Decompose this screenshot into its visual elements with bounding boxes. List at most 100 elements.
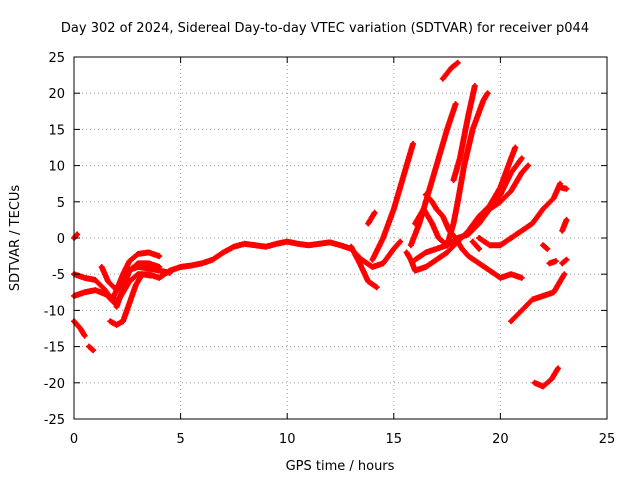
data-point bbox=[472, 83, 478, 89]
data-point bbox=[391, 206, 396, 212]
data-point bbox=[508, 319, 514, 324]
series-s17 bbox=[444, 90, 491, 249]
data-point bbox=[338, 243, 343, 248]
data-point bbox=[366, 221, 371, 226]
data-point bbox=[487, 268, 492, 273]
data-point bbox=[427, 185, 433, 190]
data-point bbox=[221, 250, 226, 255]
data-point bbox=[408, 148, 414, 154]
data-point bbox=[470, 127, 475, 132]
series-s9 bbox=[348, 243, 380, 291]
data-point bbox=[327, 240, 333, 245]
data-point bbox=[274, 241, 279, 246]
data-point bbox=[412, 257, 418, 262]
data-point bbox=[404, 250, 409, 255]
data-point bbox=[553, 258, 559, 264]
series-s21 bbox=[476, 180, 564, 249]
data-point bbox=[105, 279, 111, 284]
y-tick-label: 25 bbox=[48, 51, 65, 66]
data-point bbox=[466, 232, 471, 237]
data-point bbox=[476, 246, 482, 252]
data-point bbox=[82, 275, 87, 281]
series-s27 bbox=[559, 216, 570, 234]
data-point bbox=[135, 251, 141, 257]
data-point bbox=[453, 101, 458, 107]
data-point bbox=[434, 257, 439, 262]
data-point bbox=[560, 261, 565, 266]
data-point bbox=[564, 257, 569, 262]
data-point bbox=[242, 241, 247, 246]
data-point bbox=[487, 243, 492, 248]
data-point bbox=[444, 243, 450, 248]
data-point bbox=[540, 206, 546, 212]
data-point bbox=[525, 163, 531, 168]
data-point bbox=[127, 258, 132, 264]
data-points bbox=[71, 59, 570, 390]
data-point bbox=[562, 272, 567, 277]
series-s18 bbox=[450, 82, 478, 184]
data-point bbox=[436, 156, 441, 161]
data-point bbox=[498, 199, 503, 204]
data-point bbox=[508, 188, 514, 194]
data-point bbox=[391, 246, 396, 252]
data-point bbox=[481, 98, 486, 103]
data-point bbox=[114, 322, 119, 328]
series-s4 bbox=[113, 260, 163, 310]
series-s6 bbox=[71, 318, 88, 339]
data-point bbox=[366, 279, 371, 284]
data-point bbox=[285, 239, 290, 244]
data-point bbox=[120, 286, 126, 291]
data-point bbox=[434, 206, 439, 212]
data-point bbox=[461, 163, 467, 168]
data-point bbox=[451, 177, 456, 183]
data-point bbox=[78, 326, 83, 331]
data-point bbox=[253, 243, 258, 248]
data-point bbox=[519, 308, 524, 313]
data-point bbox=[451, 221, 456, 226]
data-point bbox=[135, 261, 141, 266]
data-point bbox=[127, 268, 132, 273]
series-s3 bbox=[98, 249, 163, 294]
data-point bbox=[532, 380, 537, 385]
x-tick-label: 15 bbox=[386, 432, 403, 447]
data-point bbox=[564, 217, 569, 223]
data-point bbox=[93, 287, 98, 293]
data-point bbox=[549, 376, 554, 382]
series-s26 bbox=[540, 242, 551, 252]
data-point bbox=[157, 264, 162, 270]
data-point bbox=[316, 241, 322, 246]
data-point bbox=[423, 264, 428, 270]
data-point bbox=[508, 235, 514, 241]
series-s8 bbox=[71, 231, 81, 241]
data-point bbox=[374, 285, 379, 290]
data-point bbox=[114, 287, 119, 293]
data-point bbox=[429, 221, 435, 226]
data-point bbox=[157, 253, 162, 259]
y-tick-label: 5 bbox=[57, 196, 65, 211]
x-axis-ticks: 0 5 10 15 20 25 bbox=[70, 57, 615, 447]
data-point bbox=[476, 261, 482, 266]
y-tick-label: -20 bbox=[44, 377, 65, 392]
data-point bbox=[412, 268, 418, 273]
series-s29 bbox=[557, 184, 570, 192]
data-point bbox=[508, 272, 514, 277]
data-point bbox=[508, 156, 514, 161]
data-point bbox=[82, 333, 87, 338]
data-point bbox=[231, 244, 237, 249]
series-s24 bbox=[531, 365, 561, 390]
data-point bbox=[434, 246, 439, 252]
data-point bbox=[545, 246, 550, 252]
data-point bbox=[440, 214, 446, 219]
data-point bbox=[540, 293, 546, 299]
data-point bbox=[370, 257, 375, 262]
data-point bbox=[372, 210, 377, 215]
series-s25 bbox=[546, 258, 559, 267]
y-tick-label: -10 bbox=[44, 304, 65, 319]
data-point bbox=[110, 297, 115, 302]
data-point bbox=[429, 199, 435, 204]
chart-title: Day 302 of 2024, Sidereal Day-to-day VTE… bbox=[61, 21, 589, 36]
data-point bbox=[380, 261, 386, 266]
data-point bbox=[90, 348, 96, 353]
y-tick-label: 20 bbox=[48, 87, 65, 102]
data-point bbox=[421, 206, 426, 212]
